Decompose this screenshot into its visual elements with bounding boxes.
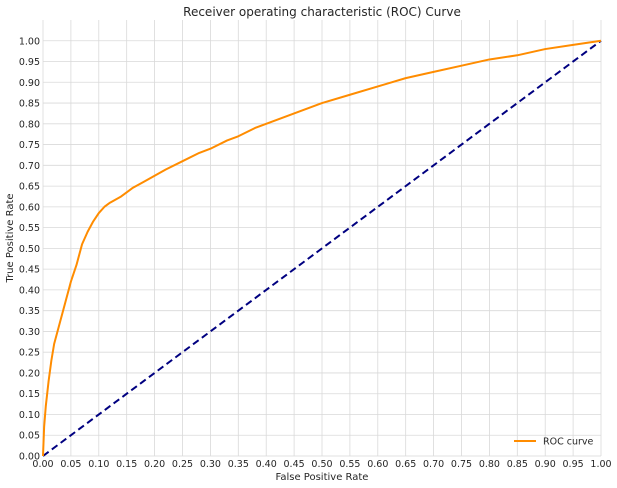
x-tick-label: 0.15 (116, 459, 137, 470)
x-tick-label: 0.10 (88, 459, 109, 470)
x-tick-label: 0.85 (507, 459, 528, 470)
diagonal-reference-line (42, 39, 602, 457)
legend: ROC curve (514, 437, 594, 448)
roc-curve-line (42, 39, 602, 457)
y-tick-label: 1.00 (19, 36, 40, 47)
y-tick-label: 0.85 (19, 99, 40, 110)
y-tick-label: 0.50 (19, 244, 40, 255)
y-tick-label: 0.00 (19, 452, 40, 463)
x-tick-label: 0.95 (563, 459, 584, 470)
series-layer (42, 39, 602, 457)
y-tick-label: 0.95 (19, 57, 40, 68)
x-tick-label: 0.70 (423, 459, 444, 470)
x-tick-label: 0.60 (367, 459, 388, 470)
x-axis-title: False Positive Rate (276, 472, 369, 483)
y-tick-label: 0.25 (19, 348, 40, 359)
y-tick-label: 0.35 (19, 306, 40, 317)
x-tick-label: 0.65 (395, 459, 416, 470)
y-tick-label: 0.75 (19, 140, 40, 151)
y-tick-label: 0.20 (19, 368, 40, 379)
x-tick-label: 1.00 (590, 459, 611, 470)
x-tick-label: 0.25 (172, 459, 193, 470)
y-tick-label: 0.65 (19, 182, 40, 193)
x-tick-label: 0.30 (200, 459, 221, 470)
y-tick-label: 0.15 (19, 389, 40, 400)
y-tick-label: 0.30 (19, 327, 40, 338)
x-tick-label: 0.75 (451, 459, 472, 470)
x-tick-label: 0.45 (284, 459, 305, 470)
x-tick-label: 0.20 (144, 459, 165, 470)
legend-label: ROC curve (543, 437, 594, 448)
y-tick-label: 0.80 (19, 119, 40, 130)
chart-title: Receiver operating characteristic (ROC) … (183, 5, 461, 19)
x-tick-label: 0.50 (311, 459, 332, 470)
x-tick-label: 0.00 (32, 459, 53, 470)
x-tick-label: 0.55 (339, 459, 360, 470)
y-tick-label: 0.60 (19, 202, 40, 213)
x-tick-label: 0.80 (479, 459, 500, 470)
tick-labels: 0.00 0.05 0.10 0.15 0.20 0.25 0.30 0.35 0.40 0.45… (19, 36, 612, 470)
x-tick-label: 0.05 (60, 459, 81, 470)
y-axis-title: True Positive Rate (5, 193, 16, 283)
y-tick-label: 0.05 (19, 431, 40, 442)
x-tick-label: 0.40 (256, 459, 277, 470)
grid (42, 20, 602, 457)
y-tick-label: 0.70 (19, 161, 40, 172)
y-tick-label: 0.45 (19, 265, 40, 276)
x-tick-label: 0.35 (228, 459, 249, 470)
y-tick-label: 0.90 (19, 78, 40, 89)
y-tick-label: 0.55 (19, 223, 40, 234)
x-tick-label: 0.90 (535, 459, 556, 470)
y-tick-label: 0.10 (19, 410, 40, 421)
y-tick-label: 0.40 (19, 285, 40, 296)
